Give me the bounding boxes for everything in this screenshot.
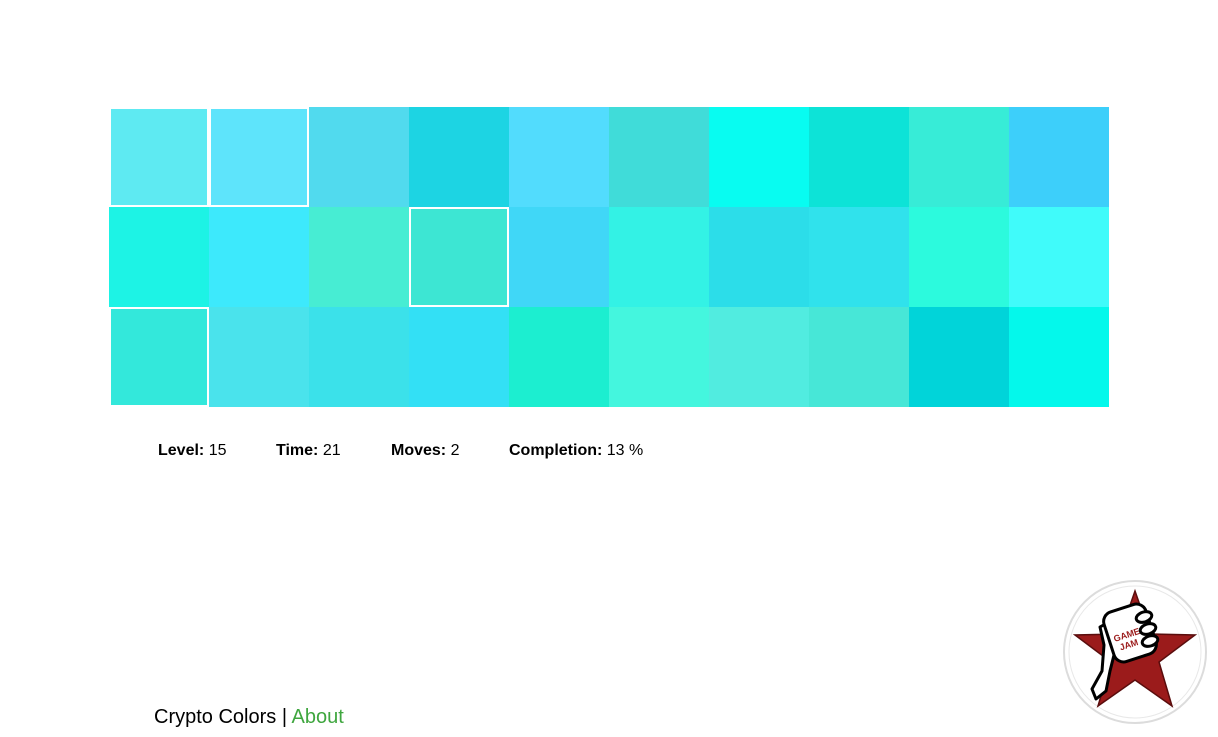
color-tile[interactable] <box>309 107 409 207</box>
footer: Crypto Colors | About <box>154 705 344 729</box>
color-tile[interactable] <box>1009 307 1109 407</box>
color-tile[interactable] <box>109 307 209 407</box>
color-tile[interactable] <box>909 107 1009 207</box>
color-tile[interactable] <box>909 307 1009 407</box>
color-tile[interactable] <box>109 207 209 307</box>
game-jam-badge-icon[interactable]: GAME JAM <box>1062 579 1208 725</box>
color-tile[interactable] <box>609 107 709 207</box>
level-label: Level: <box>158 442 205 459</box>
color-tile[interactable] <box>209 207 309 307</box>
moves-stat: Moves: 2 <box>391 441 459 461</box>
time-stat: Time: 21 <box>276 441 341 461</box>
completion-label: Completion: <box>509 442 603 459</box>
color-tile[interactable] <box>609 207 709 307</box>
completion-stat: Completion: 13 % <box>509 441 643 461</box>
color-tile[interactable] <box>809 207 909 307</box>
time-value: 21 <box>322 442 341 459</box>
color-tile[interactable] <box>609 307 709 407</box>
color-tile[interactable] <box>409 307 509 407</box>
time-label: Time: <box>276 442 319 459</box>
color-tile[interactable] <box>509 107 609 207</box>
moves-value: 2 <box>450 442 460 459</box>
moves-label: Moves: <box>391 442 447 459</box>
color-tile[interactable] <box>1009 207 1109 307</box>
color-tile[interactable] <box>309 207 409 307</box>
color-tile[interactable] <box>509 307 609 407</box>
color-tile[interactable] <box>709 307 809 407</box>
color-tile[interactable] <box>109 107 209 207</box>
color-tile[interactable] <box>209 307 309 407</box>
color-tile[interactable] <box>309 307 409 407</box>
color-tile[interactable] <box>209 107 309 207</box>
color-tile[interactable] <box>709 207 809 307</box>
completion-value: 13 % <box>606 442 644 459</box>
app-title: Crypto Colors <box>154 706 277 728</box>
color-tile[interactable] <box>809 107 909 207</box>
color-tile[interactable] <box>409 107 509 207</box>
color-tile[interactable] <box>709 107 809 207</box>
color-tile[interactable] <box>809 307 909 407</box>
color-tile[interactable] <box>509 207 609 307</box>
color-tile[interactable] <box>409 207 509 307</box>
about-link[interactable]: About <box>291 706 344 728</box>
footer-separator: | <box>281 706 288 728</box>
game-board <box>109 107 1109 407</box>
level-stat: Level: 15 <box>158 441 227 461</box>
color-tile[interactable] <box>909 207 1009 307</box>
color-tile[interactable] <box>1009 107 1109 207</box>
level-value: 15 <box>208 442 227 459</box>
